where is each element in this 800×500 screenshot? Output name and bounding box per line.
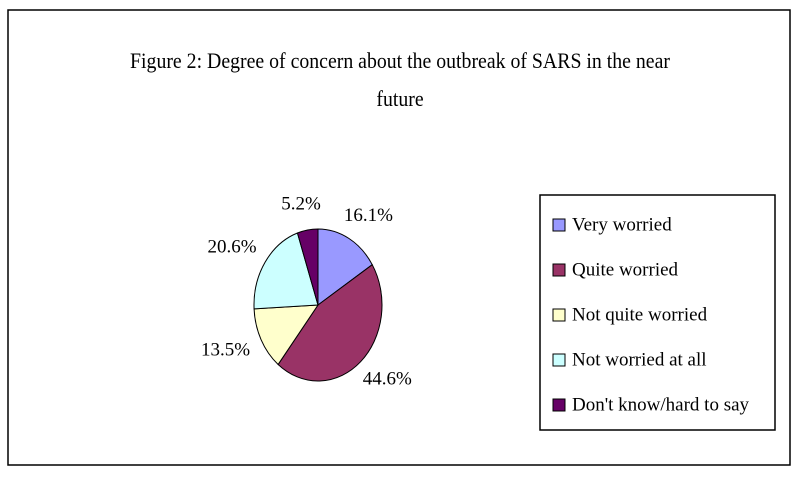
pie-slice xyxy=(253,232,319,310)
pie-slice xyxy=(317,228,373,306)
chart-title: Figure 2: Degree of concern about the ou… xyxy=(130,48,670,111)
data-label: 16.1% xyxy=(344,205,393,226)
data-label: 44.6% xyxy=(363,369,412,390)
legend-swatch xyxy=(552,263,566,277)
legend-label: Quite worried xyxy=(572,259,679,280)
pie-slice xyxy=(296,228,319,306)
legend-box xyxy=(539,194,776,431)
pie-slice xyxy=(277,263,383,382)
data-label: 13.5% xyxy=(201,339,250,360)
legend-label: Not quite worried xyxy=(572,304,708,325)
legend-label: Don't know/hard to say xyxy=(572,394,750,415)
chart-frame xyxy=(7,9,791,466)
legend-label: Not worried at all xyxy=(572,349,707,370)
legend-swatch xyxy=(552,218,566,232)
data-label: 20.6% xyxy=(207,237,256,258)
legend-swatch xyxy=(552,398,566,412)
legend-swatch xyxy=(552,308,566,322)
legend-label: Very worried xyxy=(572,214,672,235)
pie-slice xyxy=(253,304,319,366)
data-label: 5.2% xyxy=(281,194,321,215)
legend-swatch xyxy=(552,353,566,367)
